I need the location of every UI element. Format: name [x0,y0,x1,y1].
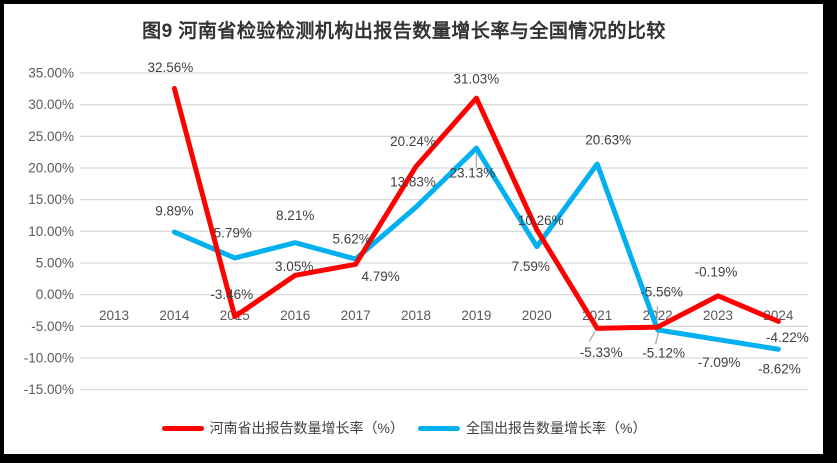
y-axis-tick-label: 5.00% [36,255,74,270]
label-leader-line [588,331,596,342]
national-data-label: -5.56% [640,284,683,299]
y-axis-tick-label: 20.00% [28,160,74,175]
national-series-line [171,145,781,352]
y-axis-tick-label: 30.00% [28,97,74,112]
henan-data-label: 31.03% [454,72,500,87]
national-data-label: 9.89% [155,204,193,219]
henan-data-label: 10.26% [518,213,564,228]
national-data-label: 5.62% [332,232,370,247]
national-data-label: 7.59% [512,259,550,274]
henan-data-label: -5.33% [580,345,623,360]
national-data-label: -7.09% [698,355,741,370]
henan-data-label: 3.05% [275,259,313,274]
national-data-label: 13.83% [390,175,436,190]
national-data-label: 23.13% [450,166,496,181]
national-data-label: 20.63% [585,133,631,148]
henan-data-label: -3.46% [210,287,253,302]
henan-data-label: 20.24% [390,134,436,149]
y-axis-tick-label: -5.00% [31,319,74,334]
x-axis-tick-label: 2016 [280,308,310,323]
national-line-swatch [418,425,460,431]
line-chart-canvas: 35.00% 30.00% 25.00% 20.00% 15.00% 10.00% 5.00… [24,60,809,397]
national-data-label: 5.79% [214,225,252,240]
x-axis-tick-label: 2018 [401,308,431,323]
x-axis-tick-label: 2019 [461,308,491,323]
henan-data-label: -4.22% [766,330,809,345]
y-axis-tick-label: -10.00% [24,350,74,365]
chart-title: 图9 河南省检验检测机构出报告数量增长率与全国情况的比较 [142,21,666,42]
henan-data-label: -0.19% [695,264,738,279]
y-axis-tick-label: -15.00% [24,382,74,397]
x-axis-tick-label: 2014 [159,308,190,323]
national-data-label: 8.21% [276,208,314,223]
legend-item-henan: 河南省出报告数量增长率（%） [161,418,404,438]
y-axis-tick-label: 0.00% [36,287,74,302]
y-axis-tick-label: 15.00% [28,192,74,207]
henan-series-line [171,85,781,331]
y-axis-tick-label: 35.00% [28,66,74,81]
legend-label-henan: 河南省出报告数量增长率（%） [209,420,404,436]
x-axis-tick-label: 2013 [99,308,129,323]
y-axis-tick-label: 10.00% [28,224,74,239]
henan-data-label: 4.79% [361,269,399,284]
x-axis-tick-label: 2023 [703,308,733,323]
henan-data-label: -5.12% [642,346,685,361]
henan-line-swatch [161,425,204,431]
label-leader-line [654,331,660,345]
y-axis-tick-label: 25.00% [28,129,74,144]
legend: 河南省出报告数量增长率（%） 全国出报告数量增长率（%） [4,418,804,438]
x-axis-tick-label: 2017 [341,308,371,323]
x-axis-tick-label: 2020 [522,308,552,323]
national-data-label: -8.62% [758,362,801,377]
legend-label-national: 全国出报告数量增长率（%） [466,420,647,436]
legend-item-national: 全国出报告数量增长率（%） [418,418,646,438]
henan-data-label: 32.56% [148,60,194,75]
